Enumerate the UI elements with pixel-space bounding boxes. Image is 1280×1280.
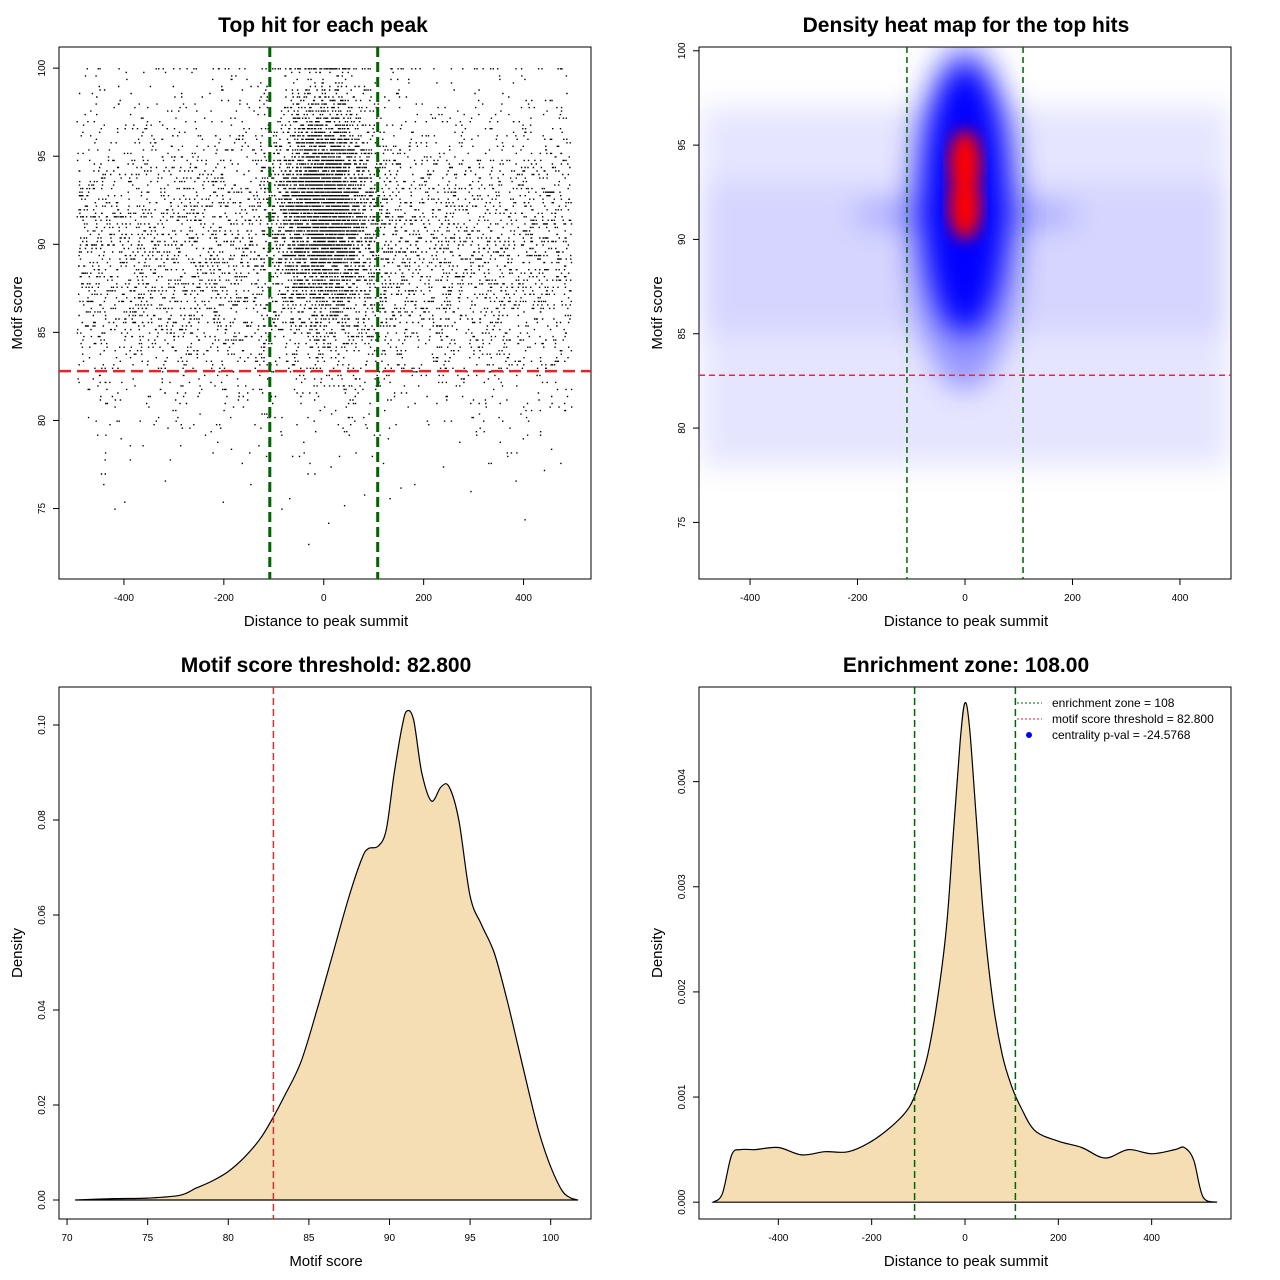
score-density-y-tick-label: 0.04: [37, 1000, 48, 1020]
scatter-y-tick-label: 85: [37, 326, 48, 338]
distance-density-area: [711, 701, 1218, 1203]
heatmap-x-tick-label: 200: [1064, 593, 1081, 604]
legend-label: motif score threshold = 82.800: [1052, 712, 1214, 726]
scatter-x-tick-label: 200: [415, 593, 432, 604]
distance-density-y-tick-label: 0.004: [677, 769, 688, 794]
scatter-y-tick-label: 95: [37, 150, 48, 162]
scatter-title: Top hit for each peak: [218, 14, 428, 37]
heatmap-y-tick-label: 75: [677, 516, 688, 528]
heatmap-y-tick-label: 100: [677, 42, 688, 59]
scatter-y-tick-label: 100: [37, 59, 48, 76]
heatmap-x-tick-label: -200: [848, 593, 868, 604]
scatter-x-tick-label: 400: [515, 593, 532, 604]
score-density-area: [75, 709, 579, 1201]
distance-density-plot-area: -400 -200 0 200 400 0.000 0.001 0.002 0.003 0.004…: [677, 686, 1232, 1244]
scatter-y-tick-label: 80: [37, 414, 48, 426]
score-density-x-tick-label: 95: [465, 1233, 477, 1244]
heatmap-y-tick-label: 90: [677, 233, 688, 245]
legend-marker: [1026, 732, 1032, 738]
heatmap-panel: Density heat map for the top hits -400 -2…: [649, 14, 1232, 630]
scatter-y-axis-label: Motif score: [9, 276, 26, 349]
heatmap-y-tick-label: 85: [677, 328, 688, 340]
scatter-point-cloud: [76, 68, 573, 546]
scatter-panel: Top hit for each peak -400 -200 0 200 400 75 8…: [9, 14, 592, 630]
distance-density-y-tick-label: 0.001: [677, 1084, 688, 1109]
scatter-x-tick-label: -400: [114, 593, 134, 604]
distance-density-y-tick-label: 0.002: [677, 979, 688, 1004]
scatter-y-tick-label: 90: [37, 238, 48, 250]
score-density-y-tick-label: 0.10: [37, 715, 48, 735]
legend-label: enrichment zone = 108: [1052, 696, 1175, 710]
heatmap-density-peak: [949, 171, 981, 240]
distance-density-panel: Enrichment zone: 108.00 -400 -200 0 200 400 0…: [649, 654, 1232, 1270]
score-density-y-axis-label: Density: [9, 927, 26, 978]
score-density-panel: Motif score threshold: 82.800 70 75 80 85 90…: [9, 654, 592, 1270]
distance-density-y-axis-label: Density: [649, 927, 666, 978]
legend: enrichment zone = 108 motif score thresho…: [1017, 696, 1214, 742]
score-density-x-tick-label: 75: [142, 1233, 154, 1244]
scatter-x-tick-label: 0: [321, 593, 327, 604]
heatmap-y-tick-label: 95: [677, 139, 688, 151]
heatmap-x-tick-label: -400: [740, 593, 760, 604]
distance-density-x-tick-label: -200: [862, 1233, 882, 1244]
score-density-plot-frame: [58, 686, 592, 1220]
score-density-x-tick-label: 100: [542, 1233, 559, 1244]
distance-density-y-tick-label: 0.003: [677, 874, 688, 899]
heatmap-plot-area: -400 -200 0 200 400 75 80 85 90 95 100: [677, 42, 1232, 604]
heatmap-x-tick-label: 0: [962, 593, 968, 604]
scatter-points: [76, 68, 573, 546]
heatmap-density-layer: [699, 47, 1231, 579]
distance-density-title: Enrichment zone: 108.00: [843, 654, 1089, 677]
score-density-x-tick-label: 80: [223, 1233, 235, 1244]
score-density-x-tick-label: 70: [61, 1233, 73, 1244]
legend-label: centrality p-val = -24.5768: [1052, 728, 1191, 742]
score-density-x-axis-label: Motif score: [289, 1253, 362, 1270]
heatmap-hot: [949, 129, 981, 240]
score-density-y-tick-label: 0.08: [37, 810, 48, 830]
heatmap-x-axis-label: Distance to peak summit: [884, 613, 1049, 630]
heatmap-lower-blank: [699, 512, 1231, 579]
score-density-x-tick-label: 85: [303, 1233, 315, 1244]
distance-density-y-tick-label: 0.000: [677, 1189, 688, 1214]
heatmap-y-axis-label: Motif score: [649, 276, 666, 349]
scatter-plot-area: -400 -200 0 200 400 75 80 85 90 95 100: [37, 46, 592, 604]
score-density-y-tick-label: 0.02: [37, 1095, 48, 1115]
score-density-title: Motif score threshold: 82.800: [181, 654, 472, 677]
heatmap-y-tick-label: 80: [677, 422, 688, 434]
distance-density-x-tick-label: 200: [1050, 1233, 1067, 1244]
score-density-y-tick-label: 0.00: [37, 1190, 48, 1210]
score-density-x-tick-label: 90: [384, 1233, 396, 1244]
heatmap-x-tick-label: 400: [1172, 593, 1189, 604]
distance-density-x-tick-label: 400: [1143, 1233, 1160, 1244]
score-density-plot-area: 70 75 80 85 90 95 100 0.00 0.02 0.04 0.06 0.08 0.10: [37, 686, 592, 1244]
scatter-x-tick-label: -200: [214, 593, 234, 604]
distance-density-x-tick-label: -400: [768, 1233, 788, 1244]
scatter-x-axis-label: Distance to peak summit: [244, 613, 409, 630]
heatmap-title: Density heat map for the top hits: [803, 14, 1130, 37]
scatter-y-tick-label: 75: [37, 503, 48, 515]
distance-density-x-tick-label: 0: [962, 1233, 968, 1244]
scatter-plot-frame: [58, 46, 592, 580]
score-density-y-tick-label: 0.06: [37, 905, 48, 925]
distance-density-x-axis-label: Distance to peak summit: [884, 1253, 1049, 1270]
